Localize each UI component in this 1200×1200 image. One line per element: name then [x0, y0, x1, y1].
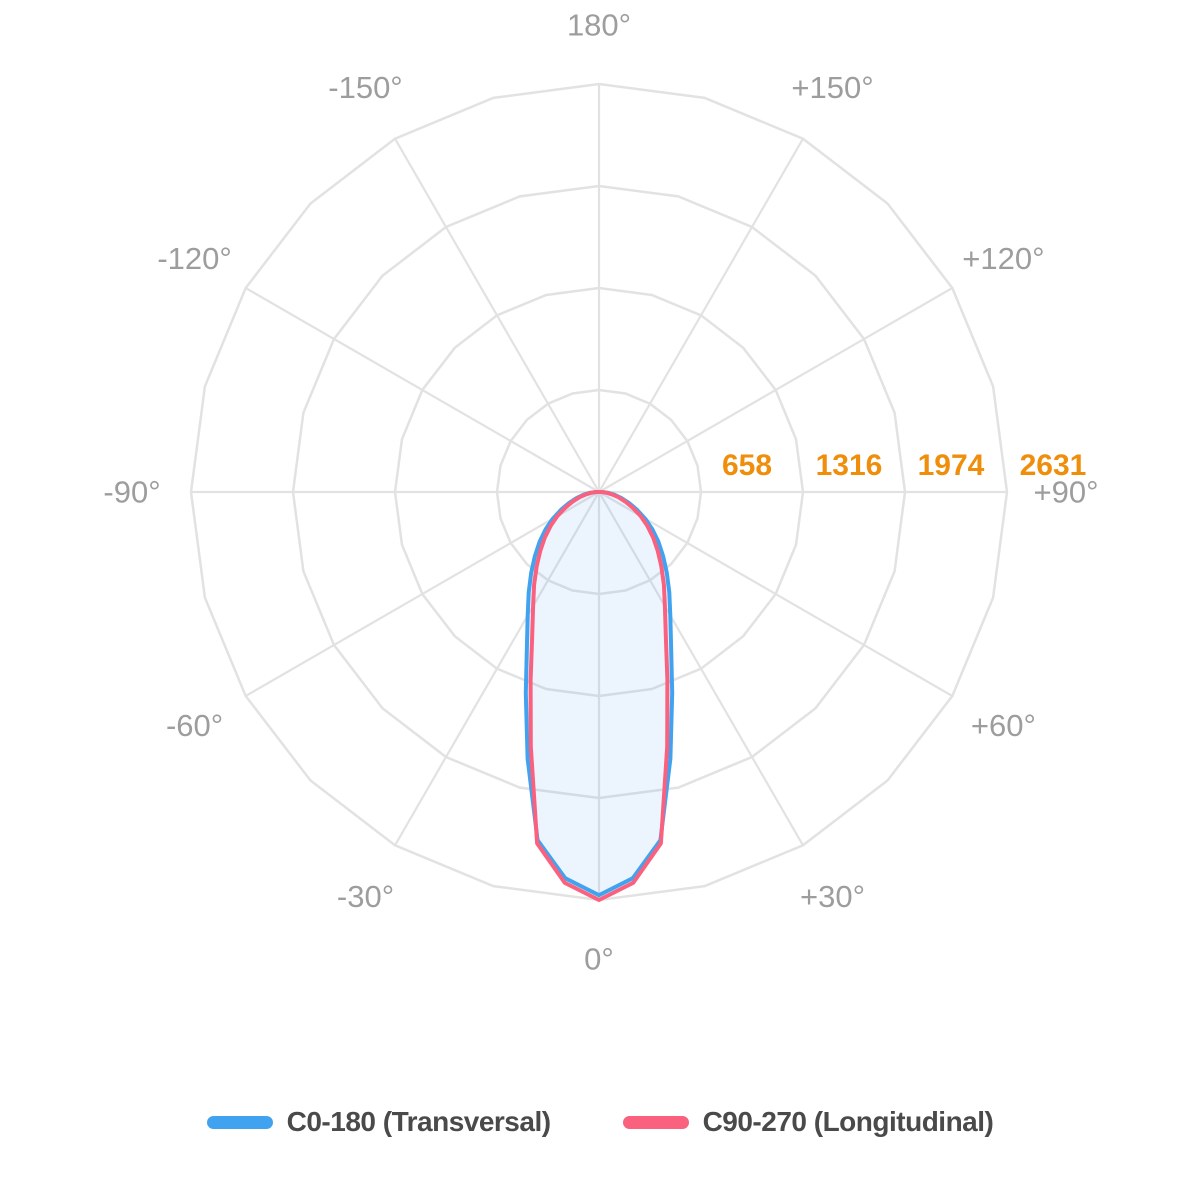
- ring-value-label-658: 658: [722, 449, 772, 482]
- angle-label-180: 180°: [567, 8, 631, 43]
- series-c0-180-curve: [523, 490, 675, 898]
- grid-spoke-30: [598, 491, 804, 846]
- angle-label-90: +90°: [1034, 475, 1099, 510]
- legend-label-c0-180: C0-180 (Transversal): [286, 1106, 551, 1137]
- ring-value-label-1974: 1974: [918, 449, 985, 482]
- grid-spoke-60: [598, 491, 953, 697]
- angle-label--30: -30°: [337, 879, 394, 914]
- grid-spoke-300: [245, 491, 600, 697]
- grid-spokes: [191, 84, 1007, 900]
- ring-value-labels: 658 1316 1974 2631: [720, 447, 1088, 484]
- angle-labels: 0° +30° +60° +90° +120° +150° 180° -150° -120° -9…: [103, 8, 1098, 977]
- series-c90-270-curve: [528, 490, 670, 902]
- angle-label-0: 0°: [584, 942, 614, 977]
- grid-spoke-210: [394, 138, 600, 493]
- ring-value-label-2631: 2631: [1020, 449, 1087, 482]
- legend-swatch-c90-270: [622, 1115, 689, 1129]
- angle-label--150: -150°: [328, 70, 402, 105]
- legend-label-c90-270: C90-270 (Longitudinal): [702, 1106, 994, 1137]
- angle-label-120: +120°: [962, 241, 1044, 276]
- angle-label--60: -60°: [166, 708, 223, 743]
- angle-label-60: +60°: [971, 708, 1036, 743]
- grid-spoke-150: [598, 138, 804, 493]
- angle-label-30: +30°: [800, 879, 865, 914]
- grid-spoke-330: [394, 491, 600, 846]
- legend: C0-180 (Transversal) C90-270 (Longitudin…: [0, 1106, 1200, 1138]
- ring-value-label-1316: 1316: [816, 449, 883, 482]
- grid-spoke-240: [245, 287, 600, 493]
- legend-swatch-c0-180: [206, 1115, 273, 1129]
- angle-label-150: +150°: [791, 70, 873, 105]
- grid-spoke-120: [598, 287, 953, 493]
- angle-label--90: -90°: [103, 475, 160, 510]
- legend-item-c90-270[interactable]: C90-270 (Longitudinal): [622, 1106, 994, 1138]
- angle-label--120: -120°: [157, 241, 231, 276]
- legend-item-c0-180[interactable]: C0-180 (Transversal): [206, 1106, 551, 1138]
